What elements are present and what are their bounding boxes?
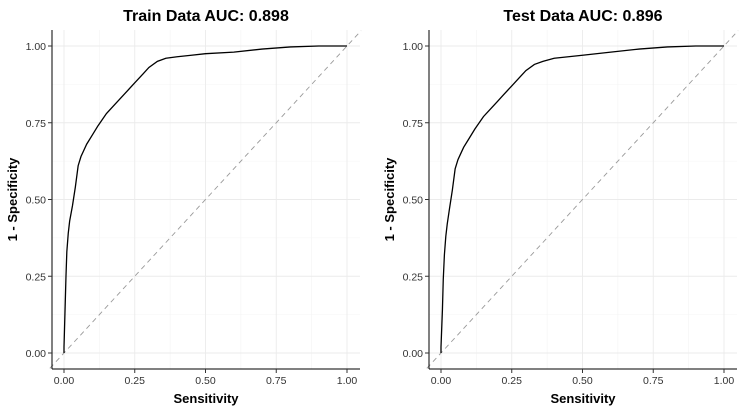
x-tick-label: 0.75 [643, 375, 664, 387]
y-tick-label: 0.25 [26, 271, 47, 283]
y-tick-label: 0.75 [26, 118, 47, 130]
y-tick-label: 1.00 [403, 41, 424, 53]
chart-title: Test Data AUC: 0.896 [503, 8, 662, 25]
x-tick-label: 0.50 [572, 375, 593, 387]
x-tick-label: 0.00 [54, 375, 75, 387]
y-tick-label: 0.25 [403, 271, 424, 283]
roc-chart-train-svg: 0.00 0.25 0.50 0.75 1.00 0.00 0.25 0.50 0.75 1.00… [5, 8, 362, 406]
reference-diagonal-line [49, 30, 362, 369]
y-tick-label: 1.00 [26, 41, 47, 53]
roc-curve-line [440, 45, 724, 353]
x-tick-label: 0.50 [195, 375, 216, 387]
reference-diagonal-line [426, 30, 739, 369]
y-tick-label: 0.75 [403, 118, 424, 130]
roc-curve-line [63, 45, 347, 353]
x-tick-label: 1.00 [337, 375, 358, 387]
y-axis-label: 1 - Specificity [5, 157, 20, 242]
x-tick-label: 0.25 [125, 375, 146, 387]
y-tick-label: 0.50 [26, 195, 47, 207]
x-tick-label: 0.75 [266, 375, 287, 387]
roc-chart-test: 0.00 0.25 0.50 0.75 1.00 0.00 0.25 0.50 0.75 1.00… [377, 0, 755, 410]
y-tick-label: 0.00 [26, 348, 47, 360]
x-axis-label: Sensitivity [550, 391, 616, 406]
x-tick-label: 1.00 [714, 375, 735, 387]
roc-chart-train: 0.00 0.25 0.50 0.75 1.00 0.00 0.25 0.50 0.75 1.00… [0, 0, 377, 410]
roc-chart-test-svg: 0.00 0.25 0.50 0.75 1.00 0.00 0.25 0.50 0.75 1.00… [382, 8, 739, 406]
y-axis-label: 1 - Specificity [382, 157, 397, 242]
y-tick-label: 0.00 [403, 348, 424, 360]
x-tick-label: 0.25 [502, 375, 523, 387]
x-axis-label: Sensitivity [173, 391, 239, 406]
x-tick-label: 0.00 [431, 375, 452, 387]
y-tick-label: 0.50 [403, 195, 424, 207]
chart-title: Train Data AUC: 0.898 [123, 8, 289, 25]
